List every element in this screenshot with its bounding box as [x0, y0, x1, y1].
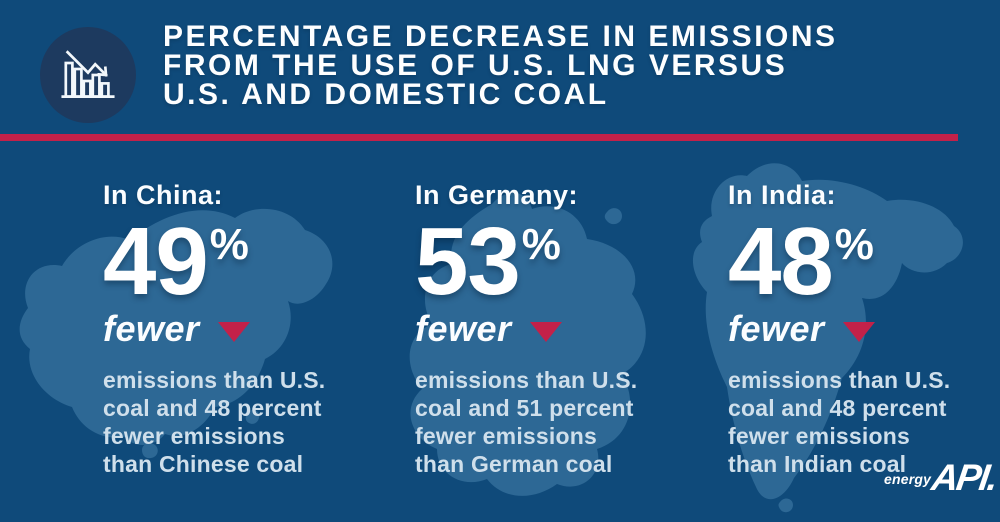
stat-digits: 49 — [103, 208, 209, 315]
percent-sign: % — [521, 220, 561, 269]
description-line: than Indian coal — [728, 450, 907, 477]
energy-api-logo: energy API. — [884, 457, 1000, 498]
description-line: coal and 48 percent — [103, 394, 322, 421]
qualifier-label: fewer — [415, 307, 512, 349]
qualifier-row: fewer — [728, 308, 1000, 350]
title-line-1: PERCENTAGE DECREASE IN EMISSIONS — [163, 20, 838, 53]
title-line-3: U.S. AND DOMESTIC COAL — [163, 78, 609, 111]
stat-description: emissions than U.S. coal and 51 percent … — [415, 366, 715, 478]
description-line: than German coal — [415, 450, 613, 477]
description-line: coal and 51 percent — [415, 394, 634, 421]
description-line: emissions than U.S. — [103, 366, 326, 393]
red-down-triangle-icon — [529, 321, 562, 342]
description-line: fewer emissions — [103, 422, 285, 449]
stat-value: 49 % — [103, 208, 403, 315]
logo-energy-text: energy — [884, 471, 932, 487]
description-line: emissions than U.S. — [728, 366, 951, 393]
stat-value: 48 % — [728, 208, 1000, 315]
qualifier-row: fewer — [103, 308, 403, 350]
stat-column-germany: In Germany: 53 % fewer emissions than U.… — [415, 180, 715, 478]
percent-sign: % — [834, 220, 874, 269]
description-line: than Chinese coal — [103, 450, 304, 477]
qualifier-label: fewer — [728, 307, 825, 349]
stat-column-china: In China: 49 % fewer emissions than U.S.… — [103, 180, 403, 478]
china-map-silhouette — [19, 208, 333, 459]
qualifier-label: fewer — [103, 307, 200, 349]
stat-digits: 48 — [728, 208, 834, 315]
india-map-silhouette — [692, 163, 963, 513]
declining-bar-chart-icon — [40, 27, 136, 123]
column-heading: In Germany: — [415, 180, 579, 210]
description-line: fewer emissions — [728, 422, 910, 449]
title-line-2: FROM THE USE OF U.S. LNG VERSUS — [163, 49, 788, 82]
column-heading: In India: — [728, 180, 836, 210]
description-line: coal and 48 percent — [728, 394, 947, 421]
stat-description: emissions than U.S. coal and 48 percent … — [728, 366, 1000, 478]
page-title: PERCENTAGE DECREASE IN EMISSIONS FROM TH… — [163, 20, 838, 111]
red-down-triangle-icon — [217, 321, 250, 342]
germany-map-silhouette — [409, 192, 646, 496]
red-divider-line — [0, 134, 958, 141]
red-down-triangle-icon — [842, 321, 875, 342]
percent-sign: % — [209, 220, 249, 269]
logo-api-text: API. — [929, 457, 1000, 498]
description-line: fewer emissions — [415, 422, 597, 449]
stat-description: emissions than U.S. coal and 48 percent … — [103, 366, 403, 478]
stat-column-india: In India: 48 % fewer emissions than U.S.… — [728, 180, 1000, 478]
column-heading: In China: — [103, 180, 223, 210]
qualifier-row: fewer — [415, 308, 715, 350]
description-line: emissions than U.S. — [415, 366, 638, 393]
stat-digits: 53 — [415, 208, 521, 315]
stat-value: 53 % — [415, 208, 715, 315]
